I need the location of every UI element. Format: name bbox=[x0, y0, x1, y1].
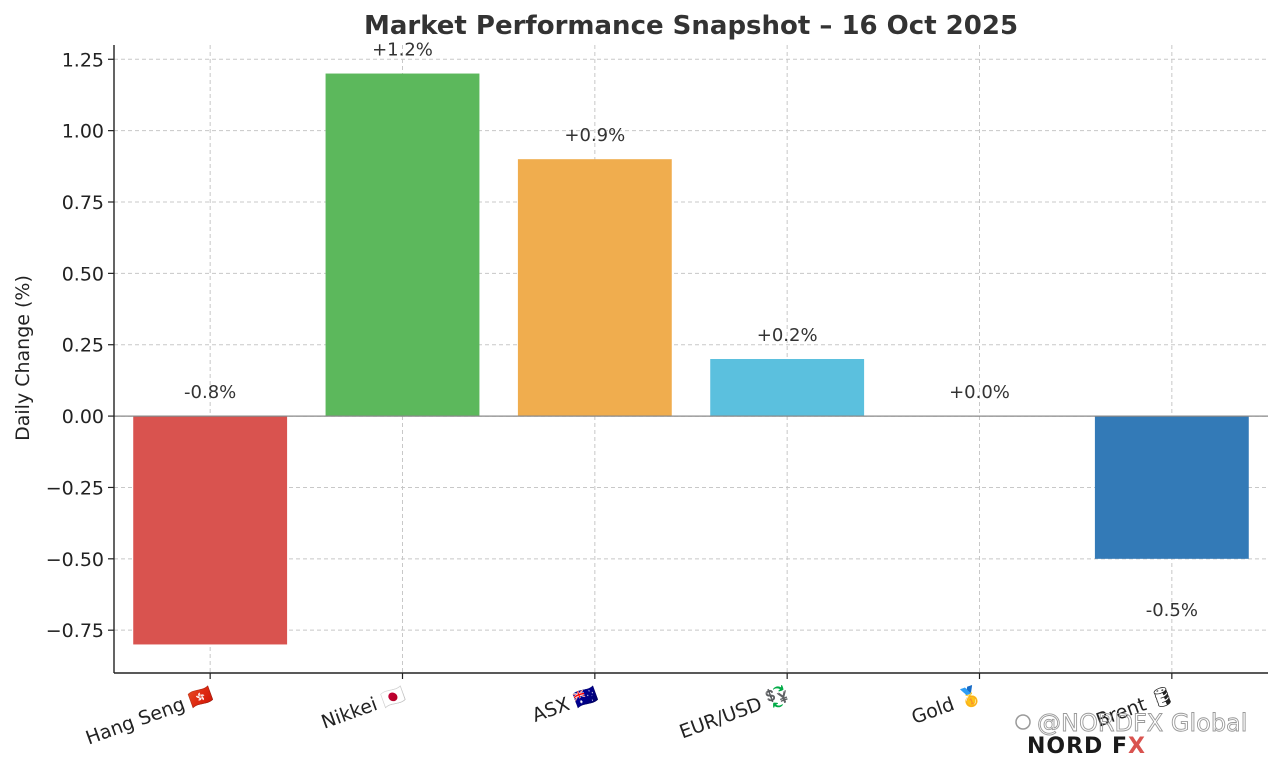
bar bbox=[517, 159, 672, 417]
bars bbox=[133, 73, 1249, 645]
bar bbox=[710, 359, 865, 417]
watermark-handle: @NORDFX Global bbox=[1037, 709, 1247, 737]
data-label: -0.8% bbox=[184, 382, 236, 403]
x-tick-label: ASX 🇦🇺 bbox=[529, 682, 601, 727]
y-tick-label: 0.25 bbox=[62, 335, 104, 357]
x-tick-label: Nikkei 🇯🇵 bbox=[318, 683, 408, 734]
data-labels: -0.8% +1.2% +0.9% +0.2% +0.0% -0.5% bbox=[184, 40, 1198, 621]
watermark: @NORDFX Global NORD FX bbox=[1015, 709, 1248, 759]
x-tick-label: EUR/USD 💱 bbox=[676, 682, 793, 743]
x-tick-label: Gold 🥇 bbox=[908, 682, 985, 729]
x-tick-label: Hang Seng 🇭🇰 bbox=[83, 683, 216, 749]
x-ticks: Hang Seng 🇭🇰 Nikkei 🇯🇵 ASX 🇦🇺 EUR/USD 💱 Gold… bbox=[83, 673, 1178, 749]
y-tick-label: −0.75 bbox=[46, 620, 104, 642]
axes bbox=[113, 45, 1268, 674]
y-tick-label: 0.75 bbox=[62, 192, 104, 214]
data-label: +1.2% bbox=[372, 40, 433, 61]
data-label: +0.2% bbox=[757, 325, 818, 346]
bar bbox=[133, 416, 288, 645]
y-tick-label: 0.50 bbox=[62, 263, 104, 285]
y-tick-label: 1.00 bbox=[62, 121, 104, 143]
y-ticks: −0.75 −0.50 −0.25 0.00 0.25 0.50 0.75 1.00 1.25 bbox=[46, 49, 114, 642]
data-label: -0.5% bbox=[1146, 600, 1198, 621]
data-label: +0.0% bbox=[949, 382, 1010, 403]
data-label: +0.9% bbox=[564, 125, 625, 146]
watermark-icon bbox=[1015, 714, 1031, 730]
bar bbox=[325, 73, 480, 417]
chart-title: Market Performance Snapshot – 16 Oct 202… bbox=[364, 11, 1018, 41]
y-tick-label: −0.50 bbox=[46, 549, 104, 571]
y-tick-label: 1.25 bbox=[62, 49, 104, 71]
y-tick-label: 0.00 bbox=[62, 406, 104, 428]
watermark-logo: NORD FX bbox=[1027, 734, 1146, 759]
y-tick-label: −0.25 bbox=[46, 477, 104, 499]
y-axis-label: Daily Change (%) bbox=[12, 275, 34, 441]
bar bbox=[1094, 416, 1249, 559]
